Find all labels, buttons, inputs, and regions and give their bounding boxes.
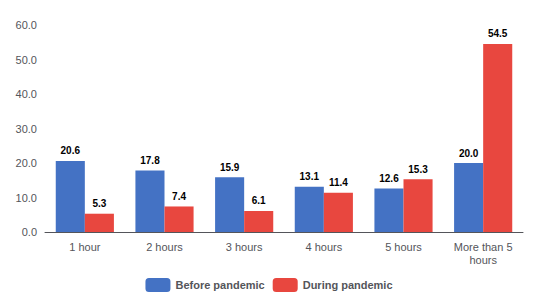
- svg-text:20.6: 20.6: [61, 145, 81, 156]
- svg-text:2 hours: 2 hours: [146, 241, 183, 253]
- svg-text:20.0: 20.0: [16, 157, 37, 169]
- svg-text:6.1: 6.1: [252, 195, 266, 206]
- svg-text:3 hours: 3 hours: [226, 241, 263, 253]
- svg-text:More than 5: More than 5: [454, 241, 513, 253]
- svg-text:30.0: 30.0: [16, 123, 37, 135]
- svg-text:5.3: 5.3: [92, 198, 106, 209]
- svg-text:1 hour: 1 hour: [69, 241, 101, 253]
- svg-text:60.0: 60.0: [16, 19, 37, 31]
- svg-text:17.8: 17.8: [140, 155, 160, 166]
- svg-text:4 hours: 4 hours: [305, 241, 342, 253]
- svg-text:54.5: 54.5: [488, 28, 508, 39]
- svg-text:7.4: 7.4: [172, 191, 186, 202]
- svg-text:hours: hours: [469, 254, 497, 266]
- svg-text:During pandemic: During pandemic: [303, 279, 393, 291]
- svg-text:20.0: 20.0: [459, 148, 479, 159]
- svg-text:Before pandemic: Before pandemic: [175, 279, 264, 291]
- svg-text:50.0: 50.0: [16, 54, 37, 66]
- svg-text:11.4: 11.4: [329, 177, 348, 188]
- svg-text:40.0: 40.0: [16, 88, 37, 100]
- svg-text:15.3: 15.3: [408, 164, 428, 175]
- svg-text:10.0: 10.0: [16, 192, 37, 204]
- svg-text:5 hours: 5 hours: [385, 241, 422, 253]
- svg-text:15.9: 15.9: [220, 162, 240, 173]
- svg-text:0.0: 0.0: [22, 226, 37, 238]
- svg-text:13.1: 13.1: [300, 171, 320, 182]
- svg-text:12.6: 12.6: [379, 173, 399, 184]
